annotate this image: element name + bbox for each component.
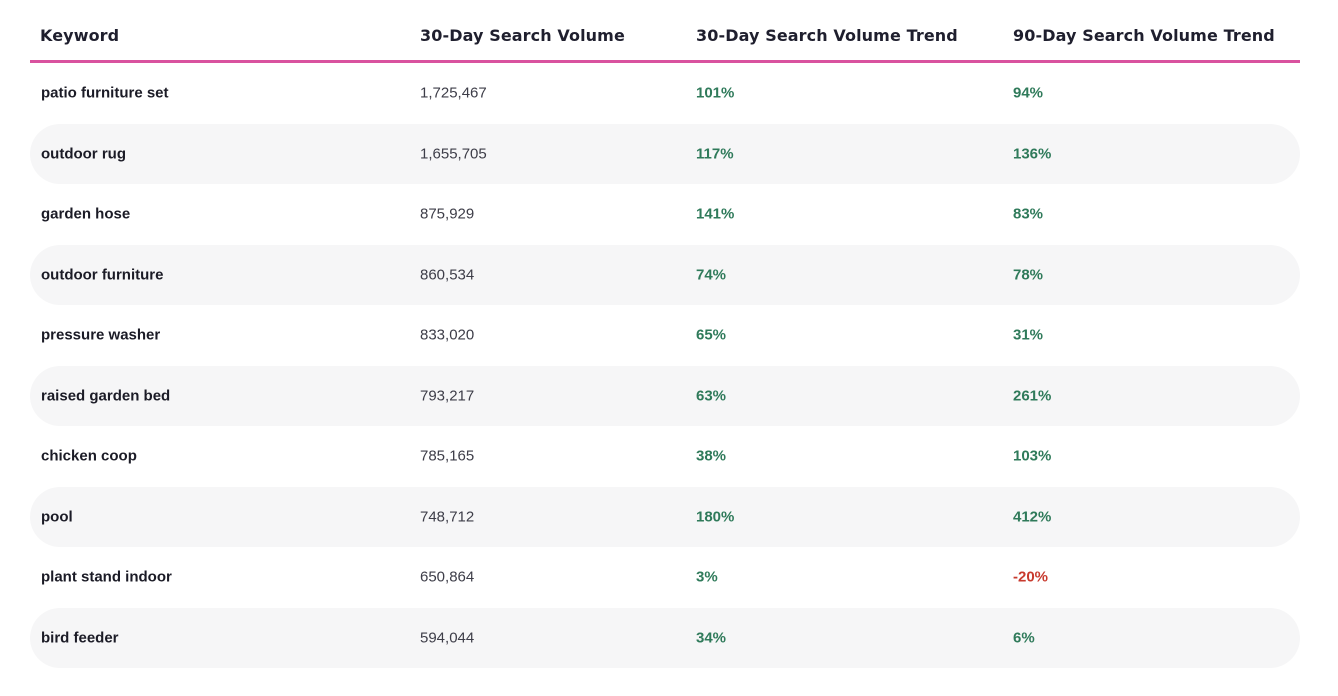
keyword-cell: chicken coop	[41, 447, 137, 465]
trend-30-cell: 63%	[696, 387, 727, 405]
keyword-table: Keyword 30-Day Search Volume 30-Day Sear…	[30, 0, 1300, 668]
table-header: Keyword 30-Day Search Volume 30-Day Sear…	[30, 0, 1300, 63]
header-30-day-trend[interactable]: 30-Day Search Volume Trend	[696, 26, 958, 45]
trend-90-cell: 94%	[1013, 84, 1044, 102]
trend-30-cell: 117%	[696, 145, 734, 163]
trend-90-cell: 136%	[1013, 145, 1052, 163]
table-row: raised garden bed 793,217 63% 261%	[30, 365, 1300, 426]
trend-90-cell: 103%	[1013, 447, 1052, 465]
trend-90-cell: -20%	[1013, 568, 1049, 586]
table-row: outdoor rug 1,655,705 117% 136%	[30, 123, 1300, 184]
keyword-cell: patio furniture set	[41, 84, 169, 102]
header-keyword[interactable]: Keyword	[40, 26, 120, 45]
keyword-cell: plant stand indoor	[41, 568, 172, 586]
volume-cell: 785,165	[420, 447, 475, 465]
trend-30-cell: 38%	[696, 447, 727, 465]
trend-90-cell: 261%	[1013, 387, 1052, 405]
volume-cell: 833,020	[420, 326, 475, 344]
keyword-cell: outdoor furniture	[41, 266, 164, 284]
volume-cell: 650,864	[420, 568, 475, 586]
header-90-day-trend[interactable]: 90-Day Search Volume Trend	[1013, 26, 1275, 45]
trend-30-cell: 3%	[696, 568, 718, 586]
trend-30-cell: 74%	[696, 266, 727, 284]
volume-cell: 875,929	[420, 205, 475, 223]
keyword-cell: pressure washer	[41, 326, 161, 344]
trend-90-cell: 31%	[1013, 326, 1044, 344]
keyword-cell: garden hose	[41, 205, 131, 223]
table-row: bird feeder 594,044 34% 6%	[30, 607, 1300, 668]
keyword-cell: outdoor rug	[41, 145, 126, 163]
volume-cell: 594,044	[420, 629, 475, 647]
table-row: plant stand indoor 650,864 3% -20%	[30, 547, 1300, 608]
table-row: garden hose 875,929 141% 83%	[30, 184, 1300, 245]
volume-cell: 1,655,705	[420, 145, 487, 163]
volume-cell: 793,217	[420, 387, 475, 405]
trend-90-cell: 83%	[1013, 205, 1044, 223]
trend-30-cell: 101%	[696, 84, 735, 102]
keyword-cell: raised garden bed	[41, 387, 171, 405]
header-30-day-volume[interactable]: 30-Day Search Volume	[420, 26, 625, 45]
keyword-cell: bird feeder	[41, 629, 119, 647]
table-row: chicken coop 785,165 38% 103%	[30, 426, 1300, 487]
trend-30-cell: 180%	[696, 508, 735, 526]
table-body: patio furniture set 1,725,467 101% 94% o…	[30, 63, 1300, 668]
volume-cell: 1,725,467	[420, 84, 487, 102]
trend-30-cell: 34%	[696, 629, 727, 647]
table-row: pool 748,712 180% 412%	[30, 486, 1300, 547]
table-row: outdoor furniture 860,534 74% 78%	[30, 244, 1300, 305]
keyword-cell: pool	[41, 508, 73, 526]
table-row: pressure washer 833,020 65% 31%	[30, 305, 1300, 366]
trend-90-cell: 412%	[1013, 508, 1052, 526]
trend-30-cell: 65%	[696, 326, 727, 344]
trend-90-cell: 6%	[1013, 629, 1035, 647]
trend-90-cell: 78%	[1013, 266, 1044, 284]
trend-30-cell: 141%	[696, 205, 735, 223]
volume-cell: 860,534	[420, 266, 475, 284]
table-row: patio furniture set 1,725,467 101% 94%	[30, 63, 1300, 124]
volume-cell: 748,712	[420, 508, 475, 526]
